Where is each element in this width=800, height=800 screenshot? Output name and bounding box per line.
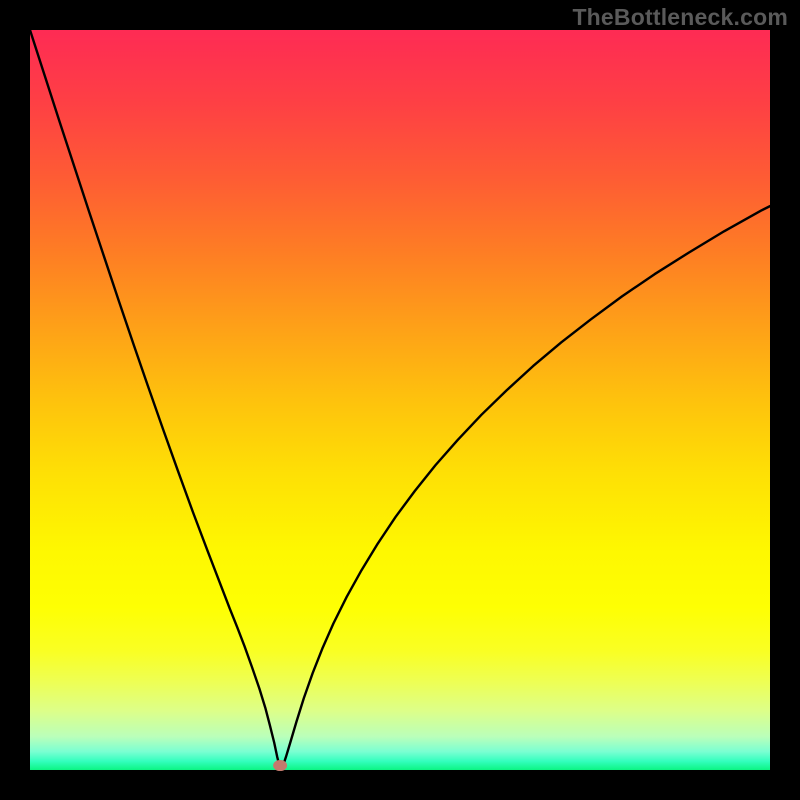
bottleneck-chart — [0, 0, 800, 800]
watermark-text: TheBottleneck.com — [572, 4, 788, 31]
plot-gradient-background — [30, 30, 770, 770]
chart-container: TheBottleneck.com — [0, 0, 800, 800]
minimum-marker — [273, 760, 287, 771]
